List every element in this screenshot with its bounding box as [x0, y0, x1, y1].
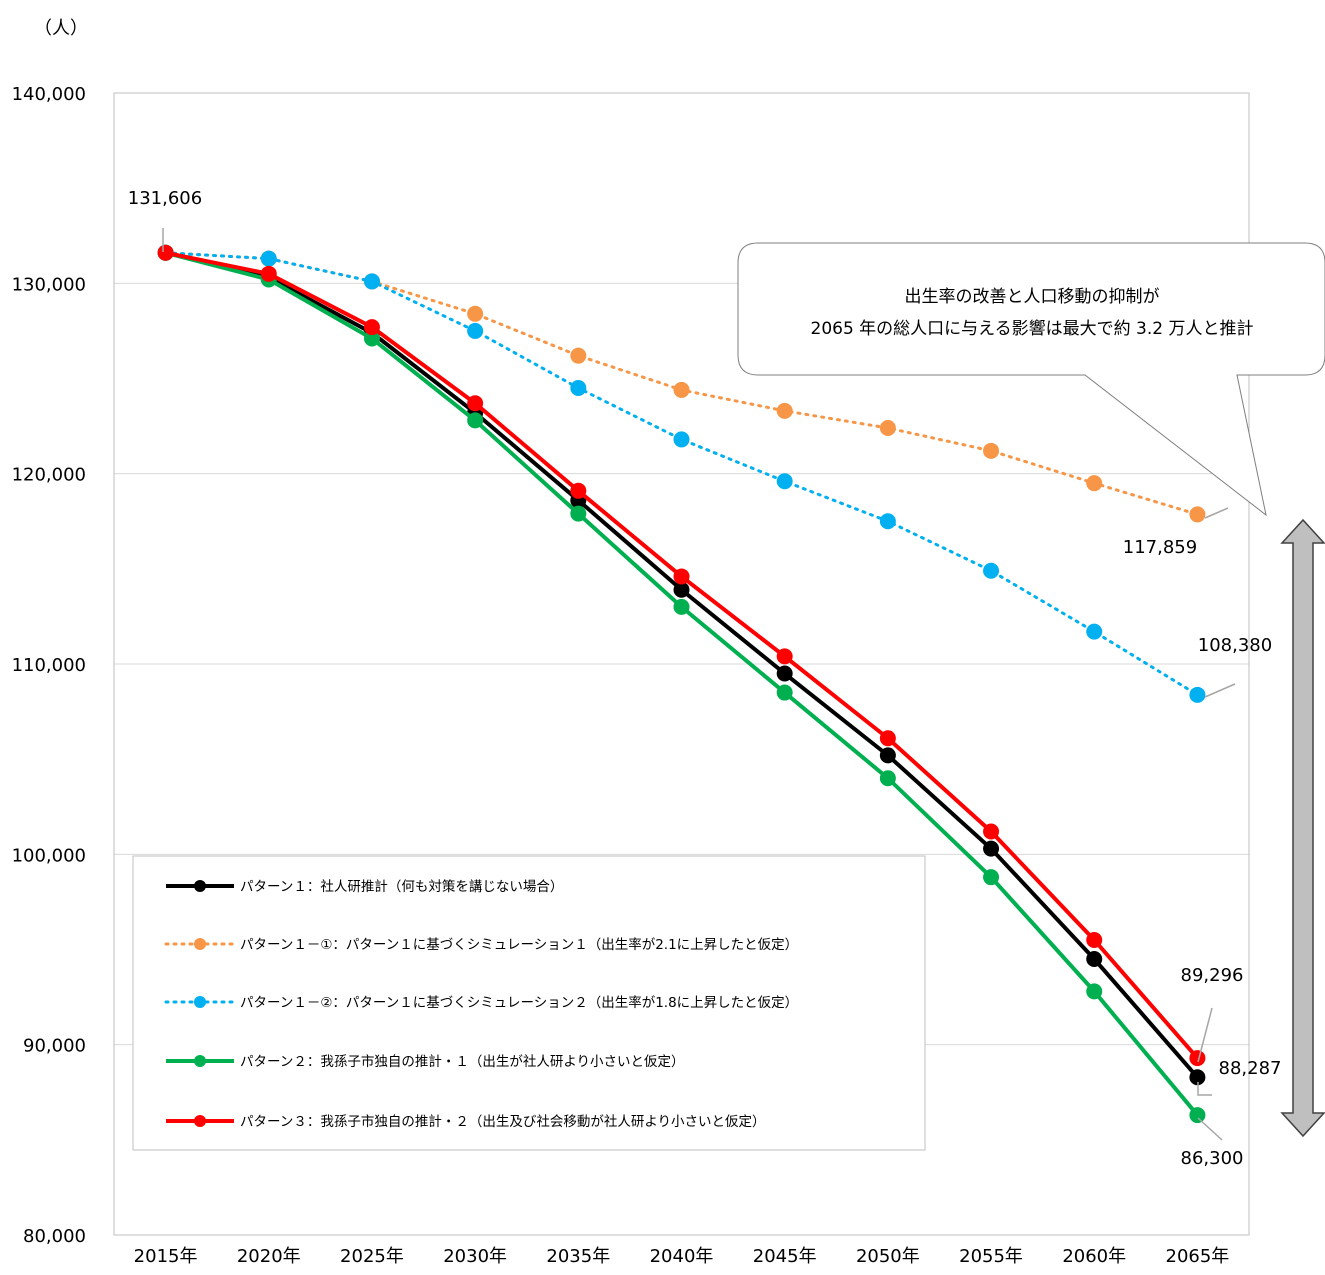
data-label: 88,287: [1219, 1058, 1282, 1079]
data-point: [1086, 931, 1103, 948]
data-point: [879, 730, 896, 747]
legend-label: パターン１－②：パターン１に基づくシミュレーション２（出生率が1.8に上昇したと…: [240, 994, 798, 1011]
data-point: [570, 505, 587, 522]
x-tick-label: 2065年: [1166, 1246, 1230, 1267]
data-point: [570, 347, 587, 364]
data-label: 117,859: [1123, 537, 1197, 558]
y-axis-unit: （人）: [34, 18, 88, 39]
legend-swatch-marker: [194, 1115, 206, 1127]
data-point: [673, 598, 690, 615]
data-point: [467, 305, 484, 322]
legend-label: パターン２：我孫子市独自の推計・１（出生が社人研より小さいと仮定）: [240, 1053, 685, 1070]
x-axis-tick-labels: 2015年 2020年 2025年 2030年 2035年 2040年 2045年 2050年…: [134, 1246, 1230, 1267]
series-lines: [157, 244, 1206, 1124]
y-axis-tick-labels: 80,000 90,000 100,000 110,000 120,000 130,000…: [12, 84, 86, 1247]
data-point: [776, 648, 793, 665]
data-point: [467, 412, 484, 429]
x-tick-label: 2045年: [753, 1246, 817, 1267]
data-point: [983, 823, 1000, 840]
legend-box: [132, 855, 926, 1151]
data-label: 86,300: [1181, 1148, 1244, 1169]
data-point: [776, 402, 793, 419]
data-point: [1189, 1069, 1206, 1086]
data-point: [673, 381, 690, 398]
data-label: 89,296: [1181, 965, 1244, 986]
x-tick-label: 2020年: [237, 1246, 301, 1267]
legend-swatch-marker: [194, 880, 206, 892]
data-point: [1086, 983, 1103, 1000]
x-tick-label: 2015年: [134, 1246, 198, 1267]
data-point: [467, 395, 484, 412]
legend: パターン１：社人研推計（何も対策を講じない場合） パターン１－①：パターン１に基づ…: [132, 855, 926, 1151]
legend-label: パターン３：我孫子市独自の推計・２（出生及び社会移動が社人研より小さいと仮定）: [240, 1113, 766, 1130]
x-tick-label: 2055年: [959, 1246, 1023, 1267]
data-point: [983, 869, 1000, 886]
leader-line: [1197, 1082, 1212, 1096]
data-point: [570, 380, 587, 397]
legend-label: パターン１：社人研推計（何も対策を講じない場合）: [240, 878, 563, 895]
data-point: [776, 665, 793, 682]
data-point: [673, 581, 690, 598]
data-point: [673, 431, 690, 448]
data-point: [363, 330, 380, 347]
data-point: [879, 747, 896, 764]
y-tick-label: 140,000: [12, 84, 86, 105]
leader-line: [1197, 1117, 1223, 1141]
data-point: [1189, 1107, 1206, 1124]
x-tick-label: 2030年: [443, 1246, 507, 1267]
grid-lines: [114, 282, 1249, 1046]
data-point: [363, 273, 380, 290]
x-tick-label: 2060年: [1062, 1246, 1126, 1267]
y-tick-label: 130,000: [12, 274, 86, 295]
y-tick-label: 90,000: [23, 1036, 86, 1057]
data-point: [879, 770, 896, 787]
callout-line-1: 出生率の改善と人口移動の抑制が: [905, 287, 1160, 307]
data-point: [467, 322, 484, 339]
callout-line-2: 2065 年の総人口に与える影響は最大で約 3.2 万人と推計: [811, 319, 1254, 339]
leader-line: [1197, 1007, 1213, 1063]
data-point: [983, 562, 1000, 579]
data-point: [983, 442, 1000, 459]
plot-area-frame: [113, 92, 1250, 1236]
legend-swatch-marker: [194, 938, 206, 950]
data-point: [363, 319, 380, 336]
data-point: [879, 419, 896, 436]
data-point: [260, 265, 277, 282]
callout-bubble: 出生率の改善と人口移動の抑制が 2065 年の総人口に与える影響は最大で約 3.…: [737, 242, 1325, 517]
data-label: 108,380: [1198, 635, 1272, 656]
data-point: [1086, 951, 1103, 968]
data-point: [1086, 623, 1103, 640]
x-tick-label: 2025年: [340, 1246, 404, 1267]
x-tick-label: 2050年: [856, 1246, 920, 1267]
data-point: [570, 482, 587, 499]
data-point: [776, 473, 793, 490]
data-point: [673, 568, 690, 585]
x-tick-label: 2040年: [650, 1246, 714, 1267]
data-point: [1189, 686, 1206, 703]
legend-swatch-marker: [194, 1055, 206, 1067]
data-point: [879, 513, 896, 530]
data-point: [983, 840, 1000, 857]
leader-line: [1204, 507, 1229, 519]
legend-swatch-marker: [194, 996, 206, 1008]
data-point: [776, 684, 793, 701]
legend-label: パターン１－①：パターン１に基づくシミュレーション１（出生率が2.1に上昇したと…: [240, 936, 798, 953]
x-tick-label: 2035年: [546, 1246, 610, 1267]
data-labels: 131,606 117,859 108,380 89,296 88,287 86,300: [128, 188, 1282, 1169]
y-tick-label: 120,000: [12, 465, 86, 486]
difference-double-arrow: [1280, 518, 1325, 1138]
y-tick-label: 110,000: [12, 655, 86, 676]
data-point: [1189, 506, 1206, 523]
data-point: [1189, 1050, 1206, 1067]
y-tick-label: 80,000: [23, 1226, 86, 1247]
leader-line: [1204, 683, 1236, 698]
data-point: [157, 244, 174, 261]
data-label: 131,606: [128, 188, 202, 209]
data-point: [260, 250, 277, 267]
annotation-leader-lines: [162, 228, 1236, 1141]
y-tick-label: 100,000: [12, 845, 86, 866]
data-point: [1086, 475, 1103, 492]
